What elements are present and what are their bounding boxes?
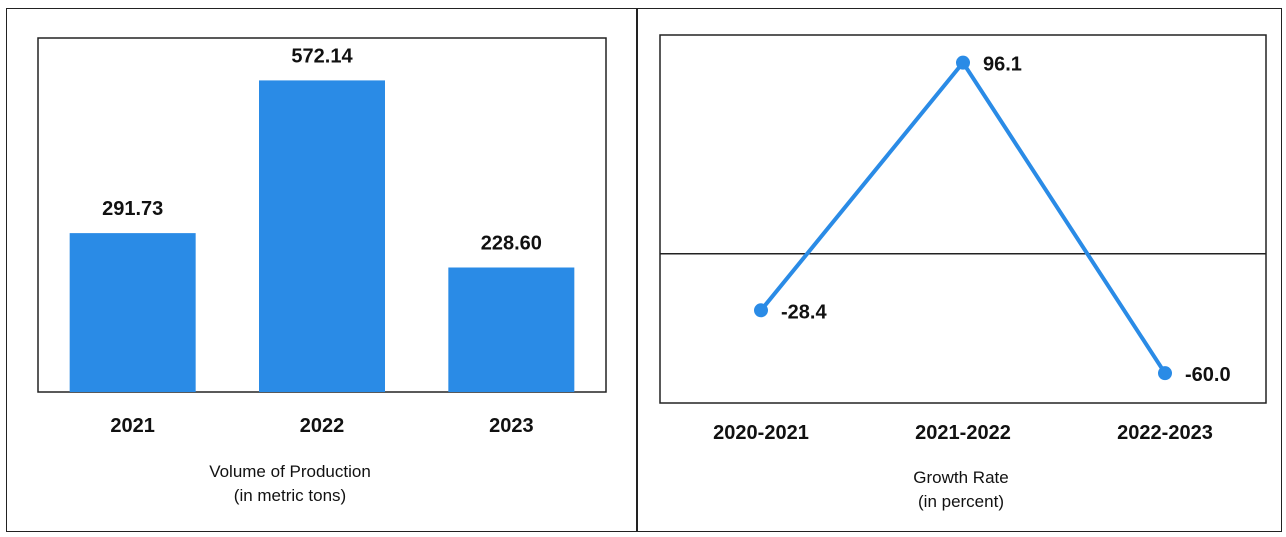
growth-points	[754, 55, 1172, 381]
growth-point-2022-2023	[1158, 366, 1172, 381]
growth-category-labels: 2020-2021 2021-2022 2022-2023	[713, 422, 1213, 444]
growth-category-label: 2020-2021	[713, 422, 809, 444]
growth-panel	[636, 8, 1282, 532]
growth-value-label: -28.4	[781, 301, 827, 323]
bar-category-label: 2022	[300, 415, 345, 437]
bar-value-label: 572.14	[291, 45, 353, 67]
volume-axis-caption: Volume of Production (in metric tons)	[0, 460, 580, 508]
volume-axis-unit: (in metric tons)	[233, 486, 347, 505]
growth-series-line	[759, 59, 1167, 375]
growth-category-label: 2022-2023	[1117, 422, 1213, 444]
bar-value-label: 228.60	[481, 233, 542, 255]
bar-category-labels: 2021 2022 2023	[110, 415, 533, 437]
growth-point-2020-2021	[754, 303, 768, 318]
bar-2022	[259, 80, 385, 393]
growth-value-label: 96.1	[983, 54, 1022, 76]
volume-panel	[6, 8, 638, 532]
bar-category-label: 2023	[489, 415, 534, 437]
growth-point-2021-2022	[956, 55, 970, 70]
growth-axis-title: Growth Rate	[913, 468, 1009, 487]
growth-axis-unit: (in percent)	[918, 492, 1004, 511]
growth-value-labels: -28.4 96.1 -60.0	[781, 54, 1231, 387]
growth-category-label: 2021-2022	[915, 422, 1011, 444]
volume-axis-title: Volume of Production	[209, 462, 371, 481]
bar-2023	[448, 267, 575, 392]
growth-value-label: -60.0	[1185, 364, 1231, 386]
growth-axis-caption: Growth Rate (in percent)	[636, 466, 1286, 514]
bar-2021	[69, 233, 196, 392]
line-plot-frame	[659, 34, 1267, 404]
bars-group	[69, 80, 575, 393]
bar-value-label: 291.73	[102, 198, 163, 220]
bar-value-labels: 291.73 572.14 228.60	[102, 45, 542, 254]
bar-category-label: 2021	[110, 415, 155, 437]
